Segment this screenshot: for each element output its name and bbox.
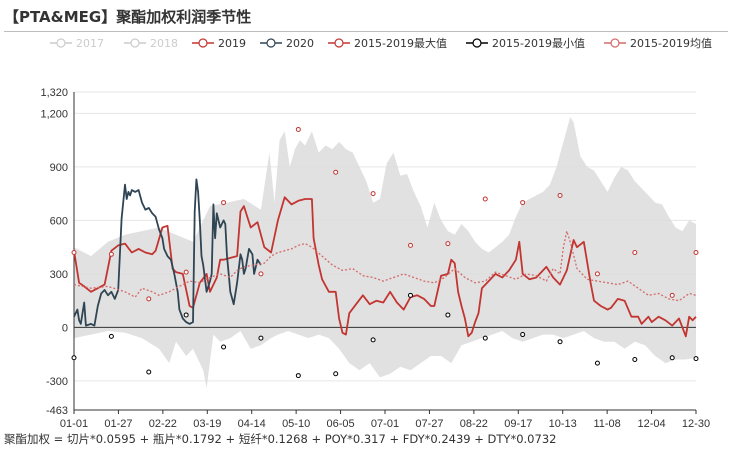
- x-tick-label: 06-05: [327, 418, 355, 430]
- max-point: [146, 296, 152, 302]
- min-point: [146, 369, 152, 375]
- x-tick-label: 07-27: [415, 418, 443, 430]
- x-tick-label: 03-19: [193, 418, 221, 430]
- x-tick-label: 08-22: [460, 418, 488, 430]
- legend-item-2020[interactable]: 2020: [260, 34, 314, 52]
- series-line-2019: [73, 196, 697, 338]
- legend-label: 2015-2019均值: [630, 37, 712, 50]
- max-point: [407, 242, 413, 248]
- formula-note: 聚酯加权 = 切片*0.0595 + 瓶片*0.1792 + 短纤*0.1268…: [4, 432, 557, 446]
- legend-label: 2018: [150, 36, 178, 50]
- legend-item-min[interactable]: 2015-2019最小值: [466, 34, 585, 52]
- x-tick-label: 01-27: [104, 418, 132, 430]
- max-point: [370, 191, 376, 197]
- y-tick-label: 600: [50, 215, 68, 227]
- max-point: [482, 196, 488, 202]
- y-tick-label: 300: [50, 269, 68, 281]
- y-tick-label: 1,200: [40, 108, 68, 120]
- legend-marker-icon: [328, 38, 350, 48]
- legend-marker-icon: [604, 38, 626, 48]
- legend-label: 2015-2019最大值: [354, 37, 447, 50]
- y-tick-label: 1,320: [40, 87, 68, 99]
- max-point: [71, 250, 77, 256]
- legend-label: 2020: [286, 36, 314, 50]
- min-point: [407, 292, 413, 298]
- title-divider: [4, 31, 728, 32]
- x-tick-label: 09-17: [504, 418, 532, 430]
- x-tick-label: 02-22: [149, 418, 177, 430]
- max-point: [108, 251, 114, 257]
- legend-marker-icon: [466, 38, 488, 48]
- min-point: [482, 335, 488, 341]
- min-point: [594, 360, 600, 366]
- max-point: [295, 126, 301, 132]
- series-line-2015-2019均值: [73, 230, 697, 302]
- min-point: [693, 356, 699, 362]
- min-point: [557, 339, 563, 345]
- x-tick-label: 01-01: [60, 418, 88, 430]
- legend-item-2018[interactable]: 2018: [124, 34, 178, 52]
- max-point: [594, 271, 600, 277]
- max-point: [221, 200, 227, 206]
- max-point: [557, 192, 563, 198]
- max-point: [632, 250, 638, 256]
- max-point: [183, 269, 189, 275]
- x-tick-label: 07-01: [371, 418, 399, 430]
- legend-item-2017[interactable]: 2017: [50, 34, 104, 52]
- max-min-range-band: [74, 117, 696, 389]
- x-tick-label: 12-04: [638, 418, 666, 430]
- min-point: [183, 312, 189, 318]
- min-point: [445, 312, 451, 318]
- legend-marker-icon: [124, 38, 146, 48]
- x-tick-label: 12-30: [682, 418, 710, 430]
- legend-marker-icon: [50, 38, 72, 48]
- series-line-2020: [73, 178, 262, 327]
- max-point: [693, 250, 699, 256]
- min-point: [221, 344, 227, 350]
- min-point: [520, 332, 526, 338]
- min-point: [333, 371, 339, 377]
- legend-item-2019[interactable]: 2019: [192, 34, 246, 52]
- min-point: [669, 355, 675, 361]
- x-tick-label: 11-08: [593, 418, 620, 430]
- y-tick-label: -300: [46, 376, 68, 388]
- legend-marker-icon: [192, 38, 214, 48]
- legend-label: 2015-2019最小值: [492, 37, 585, 50]
- legend: 2017 2018 2019 2020 2015-2019最大值 2015-20…: [0, 34, 731, 52]
- x-tick-label: 04-14: [238, 418, 266, 430]
- chart-title: 【PTA&MEG】聚酯加权利润季节性: [4, 8, 252, 26]
- max-point: [445, 241, 451, 247]
- x-tick-label: 05-10: [282, 418, 310, 430]
- max-point: [520, 200, 526, 206]
- legend-label: 2019: [218, 36, 246, 50]
- min-point: [71, 355, 77, 361]
- x-tick-label: 10-13: [549, 418, 577, 430]
- legend-item-max[interactable]: 2015-2019最大值: [328, 34, 447, 52]
- y-tick-label: 0: [62, 322, 68, 334]
- min-point: [108, 333, 114, 339]
- min-point: [632, 357, 638, 363]
- max-point: [333, 169, 339, 175]
- max-point: [669, 292, 675, 298]
- y-tick-label: -463: [46, 405, 68, 417]
- min-point: [370, 337, 376, 343]
- y-tick-label: 900: [50, 162, 68, 174]
- max-point: [258, 271, 264, 277]
- min-point: [295, 373, 301, 379]
- legend-marker-icon: [260, 38, 282, 48]
- legend-label: 2017: [76, 36, 104, 50]
- min-point: [258, 335, 264, 341]
- legend-item-mean[interactable]: 2015-2019均值: [604, 34, 712, 52]
